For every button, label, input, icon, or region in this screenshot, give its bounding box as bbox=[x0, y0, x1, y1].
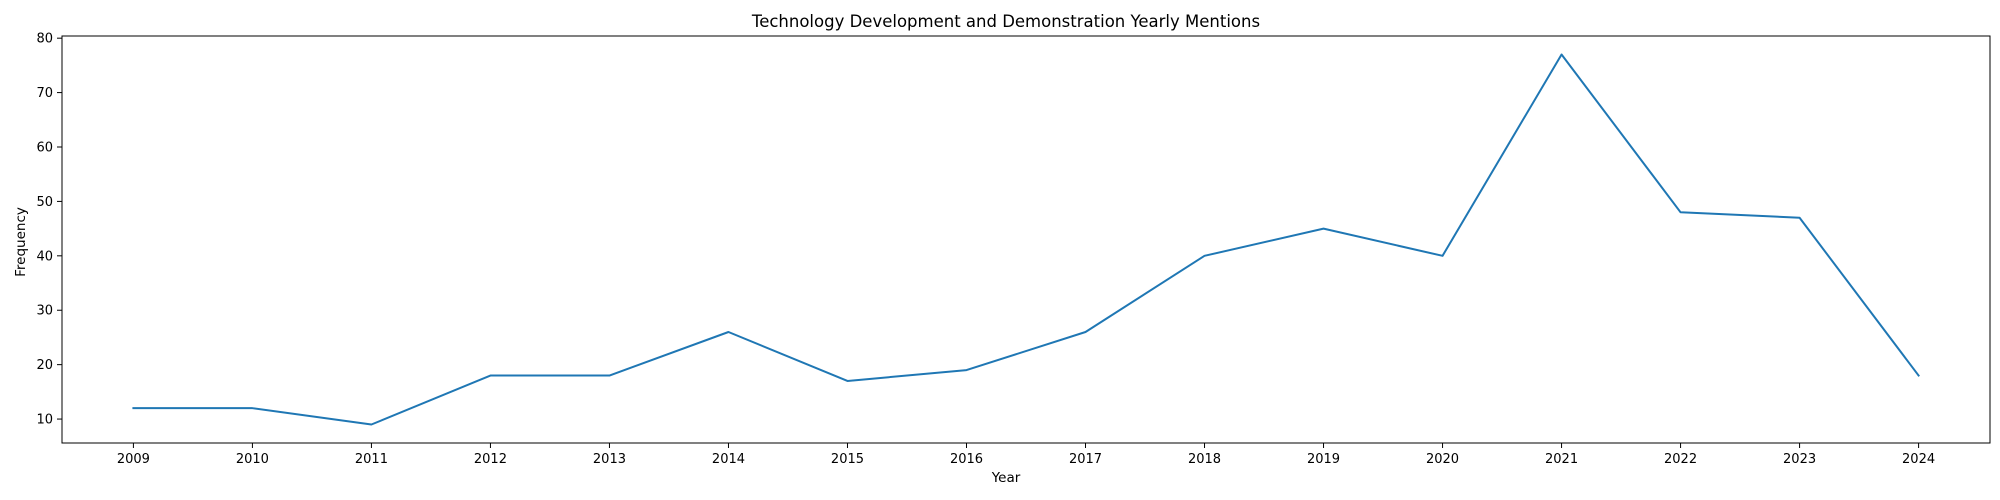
x-tick-label-2013: 2013 bbox=[593, 452, 626, 467]
x-tick-label-2019: 2019 bbox=[1307, 452, 1340, 467]
y-tick-label-50: 50 bbox=[36, 195, 53, 210]
y-tick-label-20: 20 bbox=[36, 358, 53, 373]
y-tick-label-40: 40 bbox=[36, 249, 53, 264]
x-tick-label-2016: 2016 bbox=[950, 452, 983, 467]
plot-frame bbox=[61, 35, 1991, 444]
x-tick-label-2024: 2024 bbox=[1902, 452, 1935, 467]
x-tick-label-2020: 2020 bbox=[1426, 452, 1459, 467]
series-line-0 bbox=[132, 53, 1920, 426]
x-tick-label-2018: 2018 bbox=[1188, 452, 1221, 467]
x-tick-label-2009: 2009 bbox=[117, 452, 150, 467]
y-axis-title: Frequency bbox=[13, 207, 29, 277]
x-tick-label-2015: 2015 bbox=[831, 452, 864, 467]
y-tick-label-10: 10 bbox=[36, 413, 53, 428]
x-tick-label-2014: 2014 bbox=[712, 452, 745, 467]
y-tick-label-60: 60 bbox=[36, 141, 53, 156]
x-tick-label-2010: 2010 bbox=[236, 452, 269, 467]
x-tick-label-2011: 2011 bbox=[355, 452, 388, 467]
x-axis-title: Year bbox=[991, 470, 1021, 486]
x-tick-label-2017: 2017 bbox=[1069, 452, 1102, 467]
x-tick-label-2021: 2021 bbox=[1545, 452, 1578, 467]
x-tick-label-2023: 2023 bbox=[1783, 452, 1816, 467]
x-tick-label-2012: 2012 bbox=[474, 452, 507, 467]
x-tick-label-2022: 2022 bbox=[1664, 452, 1697, 467]
chart-title: Technology Development and Demonstration… bbox=[751, 12, 1260, 31]
y-tick-label-80: 80 bbox=[36, 32, 53, 47]
y-tick-label-30: 30 bbox=[36, 304, 53, 319]
y-tick-label-70: 70 bbox=[36, 86, 53, 101]
plot-area: 2009 2010 2011 2012 2013 2014 2015 2016 2017 2018… bbox=[36, 32, 1991, 467]
